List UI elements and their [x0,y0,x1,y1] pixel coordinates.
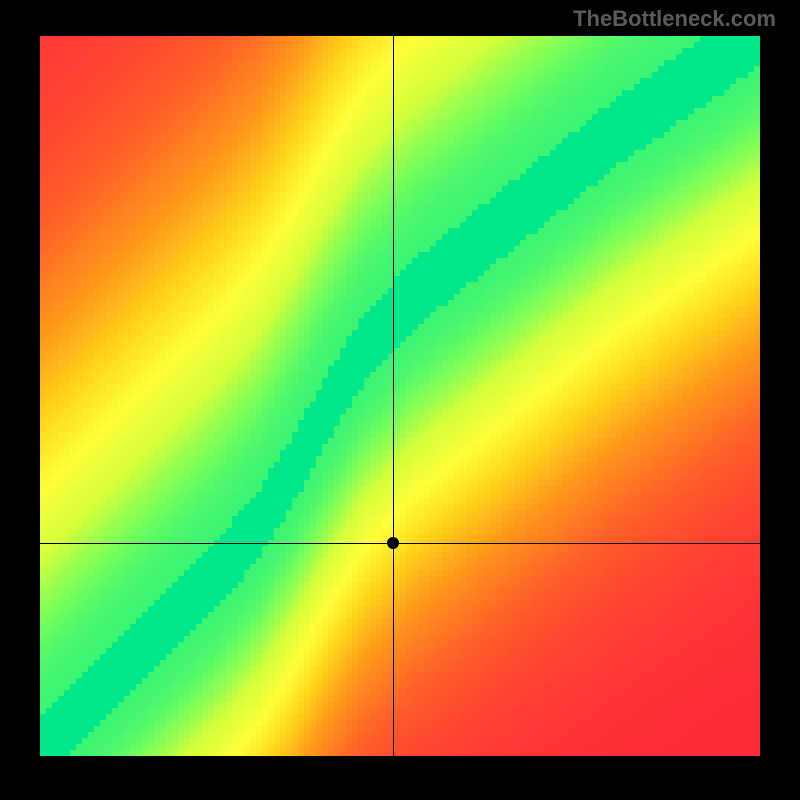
crosshair-horizontal [40,543,760,544]
chart-container: { "watermark": { "text": "TheBottleneck.… [0,0,800,800]
crosshair-marker [387,537,399,549]
crosshair-vertical [393,36,394,756]
bottleneck-heatmap [40,36,760,756]
watermark-text: TheBottleneck.com [573,6,776,32]
